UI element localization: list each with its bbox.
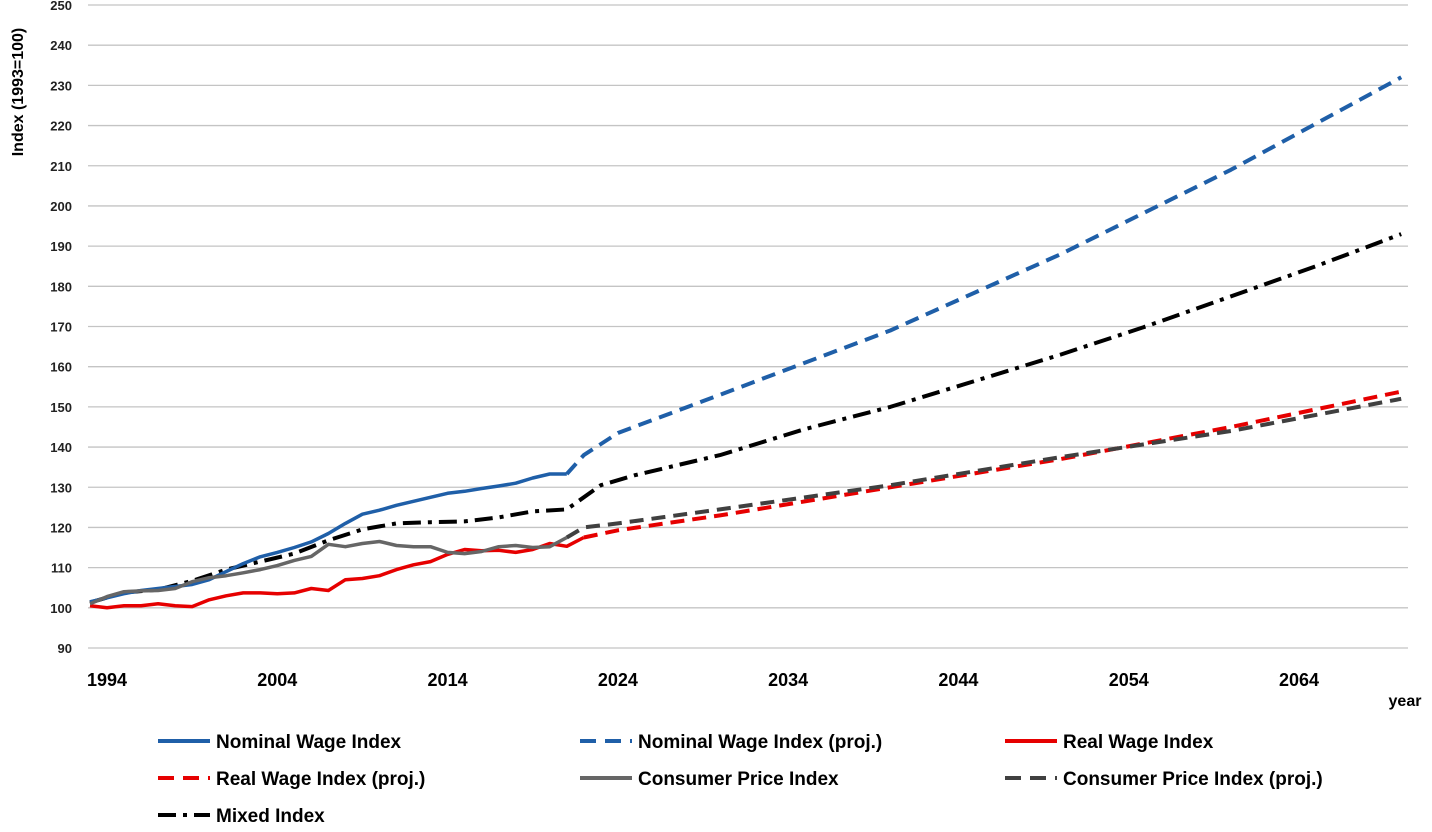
legend-label: Real Wage Index (proj.) bbox=[216, 769, 425, 790]
legend-label: Mixed Index bbox=[216, 806, 325, 827]
x-tick-label: 1994 bbox=[87, 670, 127, 690]
legend-label: Nominal Wage Index (proj.) bbox=[638, 732, 882, 753]
x-tick-label: 2024 bbox=[598, 670, 638, 690]
x-axis-label: year bbox=[1389, 693, 1422, 710]
y-tick-label: 220 bbox=[50, 119, 72, 134]
y-tick-label: 240 bbox=[50, 38, 72, 53]
x-axis-ticks: 1994 2004 2014 2024 2034 2044 2054 2064 bbox=[87, 670, 1319, 690]
series-line bbox=[565, 75, 1403, 476]
series-lines bbox=[89, 75, 1403, 610]
y-tick-label: 160 bbox=[50, 360, 72, 375]
x-tick-label: 2034 bbox=[768, 670, 808, 690]
x-tick-label: 2064 bbox=[1279, 670, 1319, 690]
gridlines bbox=[88, 4, 1408, 649]
y-tick-label: 250 bbox=[50, 0, 72, 13]
legend-label: Nominal Wage Index bbox=[216, 732, 402, 753]
y-tick-label: 190 bbox=[50, 239, 72, 254]
y-tick-label: 110 bbox=[51, 561, 72, 576]
series-line bbox=[89, 535, 585, 610]
y-tick-label: 180 bbox=[50, 279, 72, 294]
y-tick-label: 130 bbox=[50, 480, 72, 495]
y-tick-label: 120 bbox=[50, 520, 72, 535]
y-tick-label: 170 bbox=[50, 320, 72, 335]
y-tick-label: 200 bbox=[50, 199, 72, 214]
y-tick-label: 90 bbox=[58, 641, 72, 656]
x-tick-label: 2004 bbox=[257, 670, 297, 690]
legend-label: Consumer Price Index bbox=[638, 769, 839, 790]
legend-label: Consumer Price Index (proj.) bbox=[1063, 769, 1323, 790]
legend-label: Real Wage Index bbox=[1063, 732, 1214, 753]
y-tick-label: 140 bbox=[50, 440, 72, 455]
y-tick-label: 150 bbox=[50, 400, 72, 415]
y-tick-label: 230 bbox=[50, 78, 72, 93]
y-tick-label: 210 bbox=[50, 159, 72, 174]
y-axis-ticks: 90 100 110 120 130 140 150 160 170 180 190 200 210 22… bbox=[50, 0, 72, 656]
series-line bbox=[89, 535, 568, 606]
legend: Nominal Wage Index Nominal Wage Index (pr… bbox=[158, 732, 1323, 827]
x-tick-label: 2014 bbox=[428, 670, 468, 690]
series-line bbox=[565, 396, 1402, 540]
y-axis-label: Index (1993=100) bbox=[10, 28, 27, 157]
y-tick-label: 100 bbox=[50, 601, 72, 616]
series-line bbox=[89, 472, 567, 604]
series-line bbox=[583, 389, 1402, 540]
x-tick-label: 2044 bbox=[938, 670, 978, 690]
x-tick-label: 2054 bbox=[1109, 670, 1149, 690]
series-line bbox=[89, 232, 1402, 605]
